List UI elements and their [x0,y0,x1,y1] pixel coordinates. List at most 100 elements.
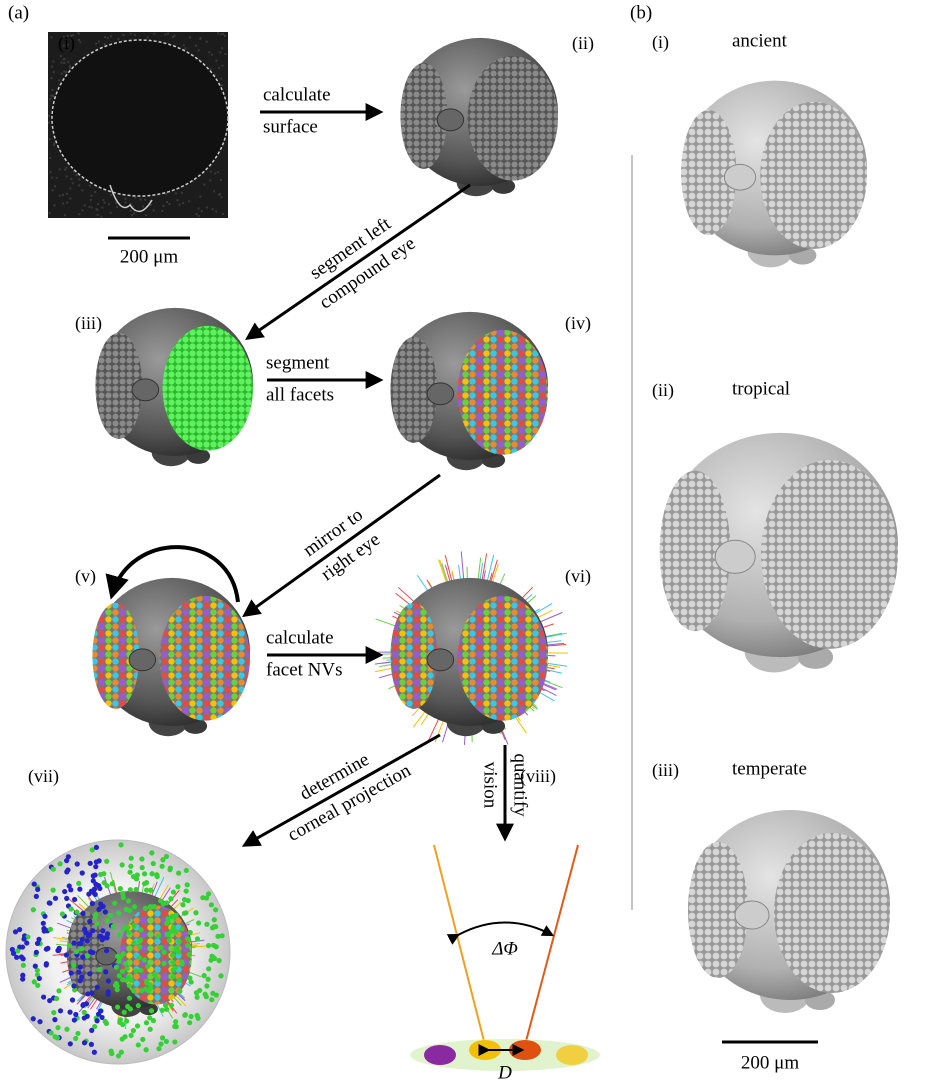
noise [51,89,53,91]
projected-point [71,940,76,945]
projected-point [81,1002,86,1007]
noise [64,169,66,171]
projected-point [179,926,184,931]
noise [222,213,224,215]
projected-point [137,944,142,949]
projected-point [173,913,178,918]
noise [214,172,216,174]
noise [198,215,200,217]
noise [139,198,141,200]
projected-point [145,964,150,969]
noise [51,66,53,68]
projected-point [11,951,16,956]
specimen-label: (ii) [652,380,674,401]
projected-point [85,938,90,943]
noise [219,51,221,53]
noise [211,54,213,56]
noise [199,196,201,198]
noise [62,202,64,204]
projected-point [74,949,79,954]
projected-point [35,983,40,988]
noise [168,203,170,205]
projected-point [172,1039,177,1044]
noise [224,35,226,37]
projected-point [118,842,123,847]
projected-point [51,888,56,893]
projected-point [134,887,139,892]
noise [50,77,52,79]
projected-point [124,907,129,912]
projected-point [76,970,81,975]
projected-point [97,967,102,972]
projected-point [93,892,98,897]
projected-point [87,919,92,924]
projected-point [174,1024,179,1029]
projected-point [114,965,119,970]
projected-point [34,894,39,899]
projected-point [177,977,182,982]
noise [66,201,68,203]
projected-point [129,1033,134,1038]
projected-point [148,888,153,893]
projected-point [54,996,59,1001]
optical-axis [525,845,578,1045]
figure: (a) (b) ΔΦD(i)(ii)(iii)(iv)(v)(vi)(vii)(… [0,0,926,1084]
antenna [132,379,159,401]
projected-point [186,937,191,942]
noise [96,209,98,211]
projected-point [37,1019,42,1024]
projected-point [126,898,131,903]
noise [183,44,185,46]
projected-point [103,969,108,974]
noise [206,41,208,43]
noise [52,60,54,62]
projected-point [85,991,90,996]
projected-point [94,859,99,864]
projected-point [171,960,176,965]
antenna [427,649,454,671]
noise [78,184,80,186]
noise [102,199,104,201]
noise [58,79,60,81]
projected-point [98,901,103,906]
projected-point [90,901,95,906]
process-arrow [248,185,470,338]
projected-point [47,900,52,905]
projected-point [209,997,214,1002]
arrow-label: segment [266,352,330,373]
projected-point [185,943,190,948]
projected-point [152,972,157,977]
projected-point [68,906,73,911]
projected-point [127,996,132,1001]
projected-point [202,973,207,978]
projected-point [161,950,166,955]
projected-point [112,901,117,906]
optical-axis [434,845,485,1045]
noise [189,37,191,39]
projected-point [142,871,147,876]
projected-point [80,954,85,959]
noise [206,206,208,208]
projected-point [148,904,153,909]
noise [188,200,190,202]
projected-point [194,990,199,995]
projected-point [37,976,42,981]
noise [84,204,86,206]
projected-point [156,933,161,938]
noise [48,115,50,117]
noise [63,58,65,60]
specimen-label: (iii) [652,760,679,781]
projected-point [64,869,69,874]
noise [218,67,220,69]
projected-point [160,1035,165,1040]
panel-label: (a) [8,2,29,23]
arrow-label: calculate [266,627,334,648]
projected-point [58,861,63,866]
distance-label: D [497,1062,512,1083]
specimen-name: tropical [732,378,790,399]
noise [97,214,99,216]
projected-point [168,896,173,901]
projected-point [128,887,133,892]
projected-point [220,933,225,938]
projected-point [71,963,76,968]
